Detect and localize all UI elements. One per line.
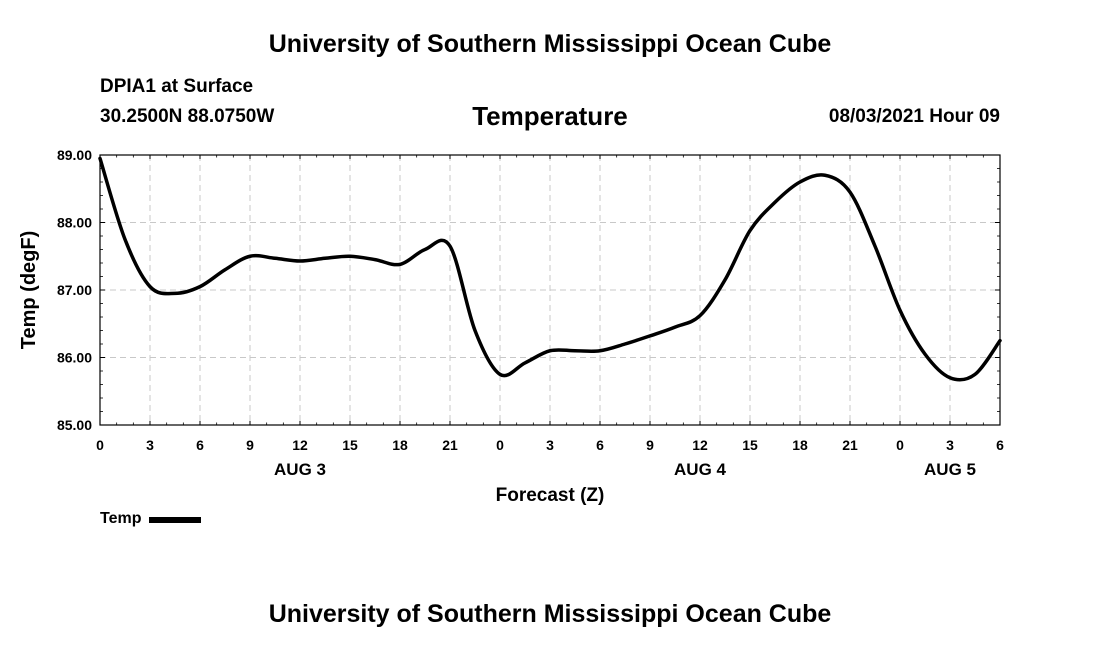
legend: Temp [100,510,202,528]
y-tick-label: 85.00 [57,417,92,433]
x-tick-label: 18 [792,437,808,453]
day-label: AUG 4 [674,460,727,479]
y-axis-label: Temp (degF) [18,231,40,350]
x-tick-label: 6 [996,437,1004,453]
x-tick-label: 9 [646,437,654,453]
y-tick-label: 87.00 [57,282,92,298]
main-title: University of Southern Mississippi Ocean… [268,30,832,58]
chart-title: Temperature [472,101,628,131]
x-tick-label: 0 [96,437,104,453]
x-tick-label: 0 [896,437,904,453]
day-label: AUG 3 [274,460,326,479]
x-axis-label: Forecast (Z) [496,485,605,506]
x-tick-label: 12 [692,437,708,453]
x-tick-label: 12 [292,437,308,453]
x-tick-label: 21 [842,437,858,453]
x-tick-label: 3 [146,437,154,453]
day-label: AUG 5 [924,460,976,479]
footer-title: University of Southern Mississippi Ocean… [268,600,832,628]
x-tick-label: 9 [246,437,254,453]
x-tick-label: 15 [742,437,758,453]
y-tick-label: 88.00 [57,215,92,231]
datetime-label: 08/03/2021 Hour 09 [828,106,1000,127]
x-tick-label: 21 [442,437,458,453]
station-label: DPIA1 at Surface [100,76,254,97]
x-tick-label: 3 [546,437,554,453]
x-tick-label: 3 [946,437,954,453]
x-tick-label: 6 [196,437,204,453]
x-tick-label: 6 [596,437,604,453]
x-tick-label: 15 [342,437,358,453]
legend-label-temp: Temp [100,510,142,527]
series-line-temp [98,156,1002,382]
coordinates-label: 30.2500N 88.0750W [100,106,275,127]
x-tick-label: 18 [392,437,408,453]
legend-swatch-temp [149,517,202,523]
y-tick-label: 86.00 [57,350,92,366]
x-tick-label: 0 [496,437,504,453]
y-tick-label: 89.00 [57,147,92,163]
